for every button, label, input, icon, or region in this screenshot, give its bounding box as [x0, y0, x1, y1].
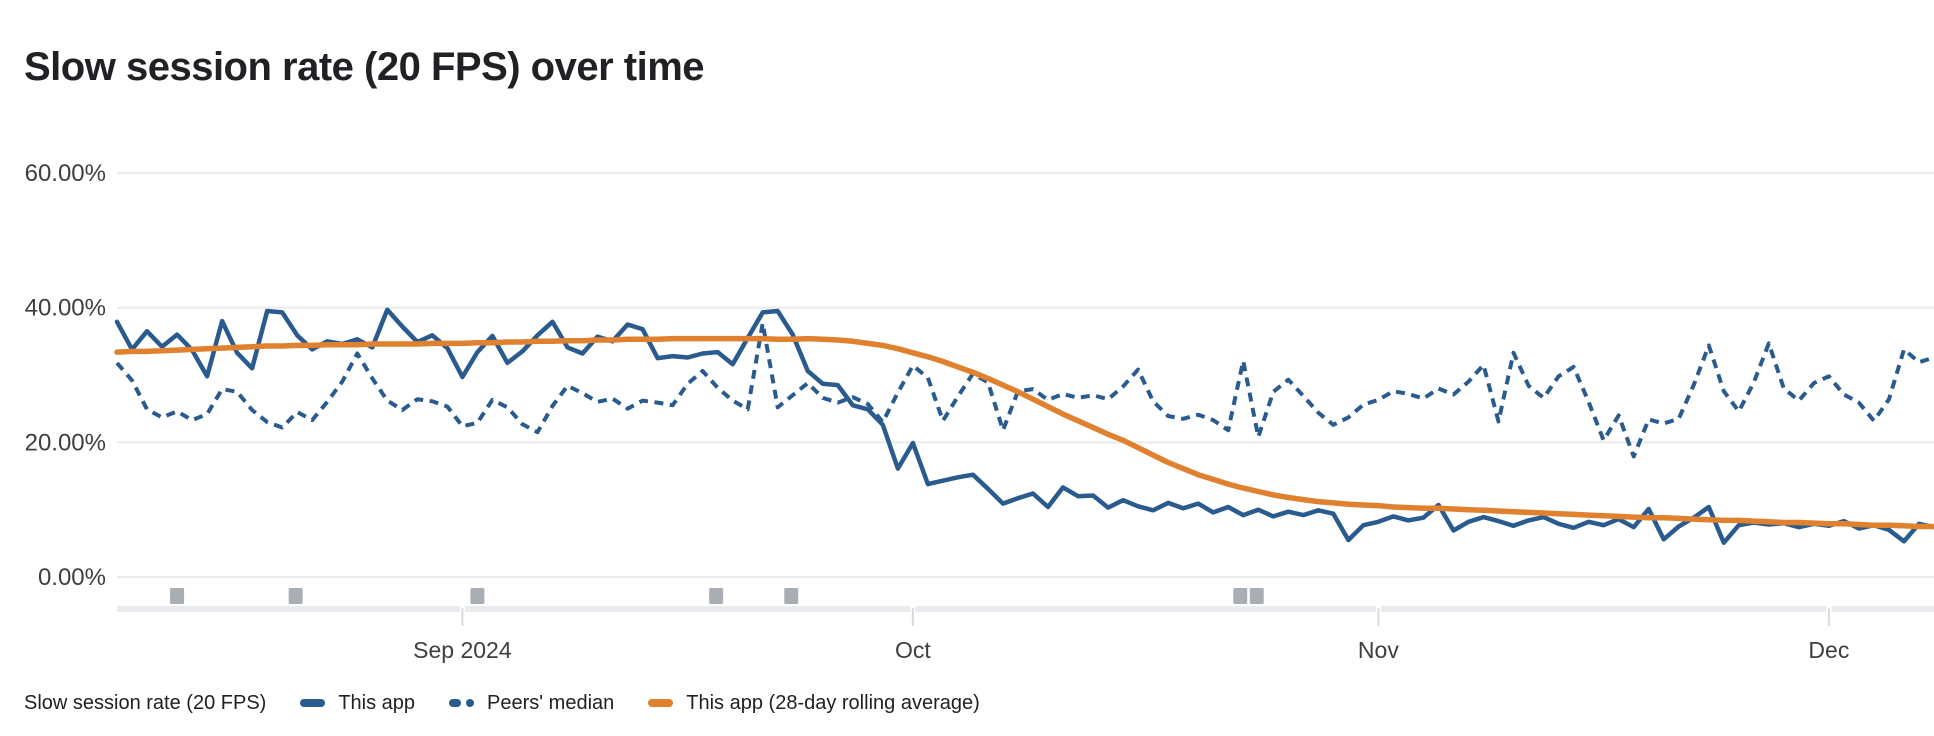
- chart-legend: Slow session rate (20 FPS) This app Peer…: [24, 688, 980, 718]
- x-axis-tick-label: Nov: [1358, 637, 1399, 663]
- x-axis-band: [117, 606, 1934, 612]
- x-axis-tick-label: Oct: [895, 637, 931, 663]
- release-marker[interactable]: [709, 588, 724, 604]
- y-axis-tick-label: 0.00%: [38, 564, 106, 591]
- page-title: Slow session rate (20 FPS) over time: [24, 44, 705, 89]
- y-axis-tick-label: 40.00%: [25, 295, 106, 322]
- legend-item-peers-median: Peers' median: [449, 692, 614, 715]
- legend-item-label: This app (28-day rolling average): [686, 691, 980, 714]
- release-marker[interactable]: [288, 588, 303, 604]
- legend-item-label: This app: [338, 691, 416, 714]
- y-axis-tick-label: 60.00%: [25, 160, 106, 187]
- release-marker[interactable]: [784, 588, 799, 604]
- release-marker[interactable]: [170, 588, 185, 604]
- legend-item-rolling-average: This app (28-day rolling average): [648, 692, 980, 715]
- solid-line-swatch-icon: [648, 699, 674, 707]
- release-marker[interactable]: [1249, 588, 1264, 604]
- dashed-line-swatch-icon: [449, 699, 475, 707]
- legend-item-this-app: This app: [300, 692, 415, 715]
- series-line-this-app-28-day-rolling-average[interactable]: [114, 335, 1934, 530]
- release-marker[interactable]: [1233, 588, 1248, 604]
- legend-item-label: Peers' median: [487, 691, 615, 714]
- series-line-peers-median[interactable]: [115, 321, 1934, 459]
- x-axis-tick-label: Sep 2024: [413, 637, 512, 663]
- y-axis-tick-label: 20.00%: [25, 429, 106, 456]
- x-axis-tick-label: Dec: [1808, 637, 1849, 663]
- legend-title: Slow session rate (20 FPS): [24, 691, 267, 714]
- release-marker[interactable]: [470, 588, 485, 604]
- solid-line-swatch-icon: [300, 699, 326, 707]
- series-line-this-app[interactable]: [114, 307, 1934, 545]
